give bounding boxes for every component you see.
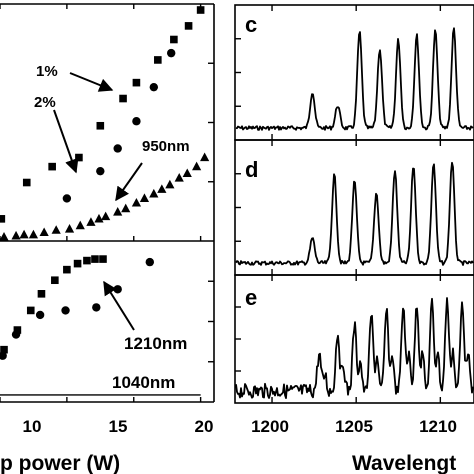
point-1210nm-b <box>0 351 7 360</box>
point-1pct <box>119 94 127 103</box>
right-x-tick-labels: 1200 1205 1210 <box>251 417 457 436</box>
point-2pct <box>62 194 72 203</box>
arrow-1210nm <box>103 280 135 331</box>
panel-e-frame <box>234 274 474 404</box>
panel-label-e: e <box>245 285 257 310</box>
point-950nm <box>39 227 49 237</box>
point-2pct <box>96 166 105 176</box>
point-950nm <box>113 207 123 216</box>
spectrum-c <box>235 27 474 131</box>
bottom-left-plot <box>0 255 201 396</box>
point-2pct <box>149 82 159 92</box>
spectrum-d <box>235 161 474 266</box>
annotation-1040nm: 1040nm <box>112 373 175 392</box>
annotation-1pct: 1% <box>36 63 58 80</box>
x-tick-label-10: 10 <box>23 417 42 436</box>
point-1210nm-b <box>61 306 70 315</box>
point-1210nm-b <box>145 257 154 267</box>
point-950nm <box>75 220 85 230</box>
point-950nm <box>192 161 202 171</box>
point-950nm <box>165 179 175 189</box>
point-950nm <box>174 172 184 182</box>
annotations: 1% 2% 950nm 1210nm 1040nm <box>34 63 190 392</box>
point-1210nm-b <box>11 330 21 339</box>
point-1210nm <box>91 255 99 263</box>
arrow-2pct <box>53 109 79 174</box>
point-1210nm-b <box>113 285 122 294</box>
point-950nm <box>19 229 29 239</box>
point-1210nm <box>83 256 91 265</box>
x-tick-label-1210: 1210 <box>419 417 457 436</box>
point-1pct <box>48 162 56 171</box>
right-panels <box>234 4 474 404</box>
point-1210nm <box>0 345 8 354</box>
point-950nm <box>94 213 104 223</box>
point-950nm <box>182 168 192 178</box>
panel-labels: c d e <box>245 12 258 310</box>
annotation-2pct: 2% <box>34 94 56 111</box>
point-2pct <box>167 48 176 58</box>
point-1210nm <box>73 259 82 268</box>
right-x-axis-label: Wavelengt <box>352 452 456 474</box>
point-1pct <box>184 22 193 30</box>
panel-label-c: c <box>245 12 257 37</box>
panel-label-d: d <box>245 157 258 182</box>
arrow-1pct <box>69 72 114 92</box>
point-1210nm <box>13 326 22 334</box>
point-950nm <box>28 229 39 239</box>
point-1pct <box>75 153 83 162</box>
point-1210nm <box>63 265 71 274</box>
point-950nm <box>200 152 210 162</box>
annotation-1210nm: 1210nm <box>124 334 187 353</box>
spectrum-e <box>235 297 474 399</box>
annotation-950nm: 950nm <box>142 138 190 155</box>
point-1pct <box>22 178 31 187</box>
point-1210nm-b <box>92 303 101 312</box>
point-950nm <box>131 197 142 207</box>
point-950nm <box>51 225 61 234</box>
point-1pct <box>132 78 141 87</box>
left-panel <box>0 3 215 403</box>
x-tick-label-1205: 1205 <box>335 417 373 436</box>
left-x-axis-label: p power (W) <box>0 452 120 474</box>
right-ticks <box>235 5 442 403</box>
point-1pct <box>154 56 162 64</box>
x-tick-label-1200: 1200 <box>251 417 289 436</box>
point-950nm <box>0 232 9 241</box>
point-1pct <box>170 35 178 44</box>
spectra <box>235 27 474 399</box>
point-1pct <box>96 121 105 130</box>
point-1210nm <box>51 276 59 285</box>
point-1210nm <box>37 290 46 298</box>
point-2pct <box>113 144 122 153</box>
point-950nm <box>121 203 131 213</box>
point-950nm <box>157 184 167 193</box>
point-950nm <box>139 193 150 203</box>
x-tick-label-20: 20 <box>195 417 214 436</box>
point-950nm <box>101 211 111 221</box>
point-2pct <box>132 117 141 126</box>
point-1210nm <box>99 255 107 263</box>
top-left-plot <box>0 6 210 241</box>
point-950nm <box>64 224 75 233</box>
point-950nm <box>11 230 21 240</box>
point-1210nm-b <box>35 310 45 320</box>
left-x-tick-labels: 10 15 20 <box>23 417 214 436</box>
x-tick-label-15: 15 <box>109 417 128 436</box>
point-1pct <box>0 215 6 223</box>
point-950nm <box>149 188 159 198</box>
point-950nm <box>86 217 96 226</box>
point-1pct <box>196 6 205 14</box>
arrow-950nm <box>115 162 143 202</box>
point-1210nm <box>26 306 35 315</box>
